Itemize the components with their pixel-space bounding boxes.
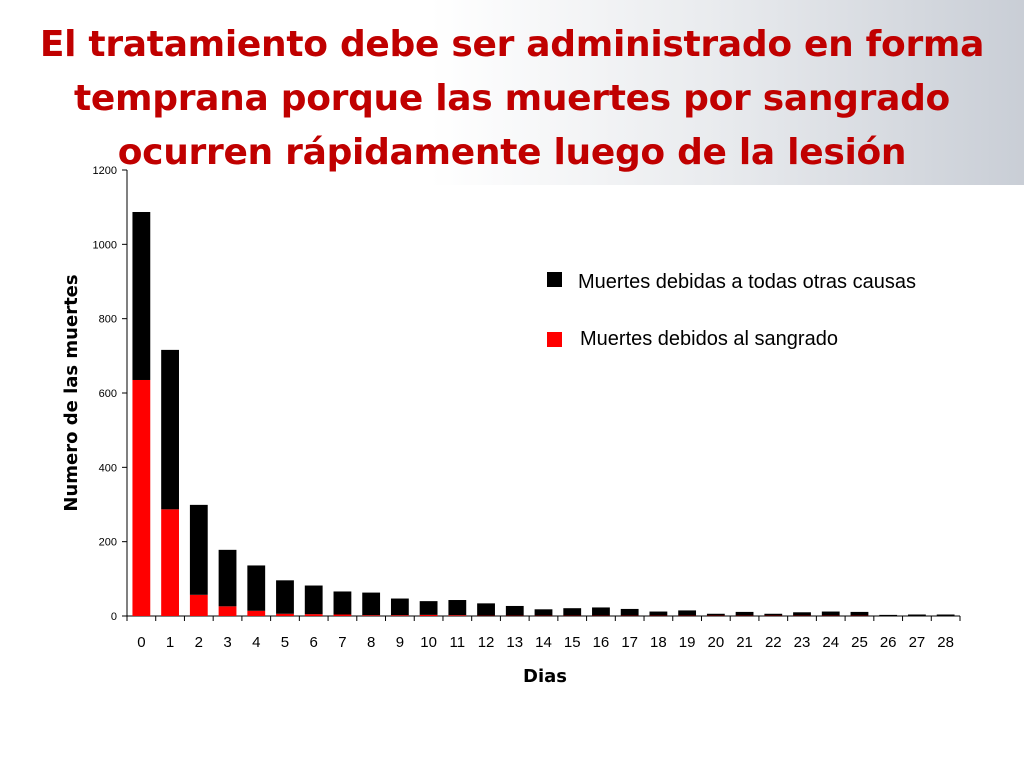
x-tick-label: 14 [535, 634, 552, 651]
x-tick-label: 9 [396, 634, 404, 651]
bar-other-causes [304, 585, 323, 615]
bar-other-causes [793, 612, 811, 616]
bar-other-causes [505, 605, 524, 616]
x-tick-label: 18 [650, 634, 667, 651]
bar-bleeding [390, 615, 409, 616]
x-tick-label: 23 [794, 634, 811, 651]
bar-other-causes [706, 613, 725, 616]
y-tick-label: 0 [111, 611, 117, 623]
bar-bleeding [247, 610, 266, 616]
legend-label-bleeding: Muertes debidos al sangrado [580, 328, 838, 350]
bar-other-causes [247, 565, 266, 611]
bar-other-causes [189, 504, 208, 595]
y-tick-label: 400 [99, 462, 117, 474]
x-tick-label: 12 [478, 634, 495, 651]
slide-title: El tratamiento debe ser administrado en … [39, 24, 985, 173]
legend-label-other-causes: Muertes debidas a todas otras causas [578, 271, 916, 293]
bar-other-causes [362, 592, 381, 616]
y-tick-label: 200 [99, 537, 117, 549]
x-tick-label: 4 [252, 634, 260, 651]
y-axis-title: Numero de las muertes [61, 274, 82, 511]
x-tick-label: 22 [765, 634, 782, 651]
legend-swatch-other-causes [547, 272, 562, 287]
bar-bleeding [448, 615, 467, 616]
bar-bleeding [333, 614, 352, 616]
bar-other-causes [620, 608, 639, 616]
bar-other-causes [764, 613, 783, 616]
x-tick-label: 2 [195, 634, 203, 651]
x-tick-label: 28 [937, 634, 954, 651]
bar-other-causes [390, 598, 409, 616]
x-tick-label: 0 [137, 634, 145, 651]
x-tick-label: 13 [506, 634, 523, 651]
bar-other-causes [563, 608, 582, 616]
bar-other-causes [132, 211, 151, 380]
bar-other-causes [908, 614, 926, 616]
x-tick-label: 19 [679, 634, 696, 651]
y-tick-label: 600 [99, 388, 117, 400]
bar-other-causes [276, 580, 294, 614]
x-tick-label: 7 [338, 634, 346, 651]
x-tick-label: 16 [593, 634, 610, 651]
bar-bleeding [276, 613, 294, 616]
x-tick-label: 27 [909, 634, 926, 651]
bar-other-causes [534, 609, 553, 616]
bar-other-causes [649, 611, 668, 616]
bar-bleeding [189, 594, 208, 616]
y-tick-label: 1000 [93, 239, 117, 251]
x-tick-label: 8 [367, 634, 375, 651]
bar-other-causes [678, 610, 697, 616]
bar-other-causes [821, 611, 840, 616]
bar-other-causes [592, 607, 610, 616]
bar-other-causes [936, 614, 955, 616]
bar-other-causes [735, 611, 754, 616]
x-tick-label: 24 [822, 634, 839, 651]
y-tick-label: 1200 [93, 165, 117, 177]
x-tick-label: 21 [736, 634, 753, 651]
x-tick-label: 20 [708, 634, 725, 651]
x-tick-label: 3 [223, 634, 231, 651]
x-axis-title: Dias [523, 666, 567, 687]
bar-other-causes [850, 611, 869, 616]
x-tick-label: 11 [450, 634, 466, 651]
bar-bleeding [419, 614, 438, 616]
y-tick-label: 800 [99, 314, 117, 326]
x-tick-label: 1 [166, 634, 174, 651]
bar-bleeding [304, 614, 323, 616]
bar-other-causes [419, 601, 438, 615]
x-tick-label: 15 [564, 634, 581, 651]
bar-bleeding [362, 615, 381, 616]
bar-other-causes [448, 600, 467, 616]
x-tick-label: 25 [851, 634, 868, 651]
title-band [0, 0, 1024, 185]
x-tick-label: 17 [621, 634, 638, 651]
x-tick-label: 26 [880, 634, 897, 651]
bar-bleeding [161, 509, 179, 616]
legend: Muertes debidas a todas otras causas Mue… [547, 271, 916, 350]
bar-bleeding [132, 379, 151, 616]
bar-other-causes [218, 549, 237, 607]
bar-other-causes [477, 603, 495, 616]
bar-other-causes [161, 349, 179, 510]
bar-other-causes [333, 591, 352, 615]
x-tick-label: 6 [310, 634, 318, 651]
x-tick-label: 10 [420, 634, 437, 651]
bar-bleeding [218, 606, 237, 616]
legend-swatch-bleeding [547, 332, 562, 347]
x-tick-label: 5 [281, 634, 289, 651]
bar-other-causes [879, 614, 898, 616]
